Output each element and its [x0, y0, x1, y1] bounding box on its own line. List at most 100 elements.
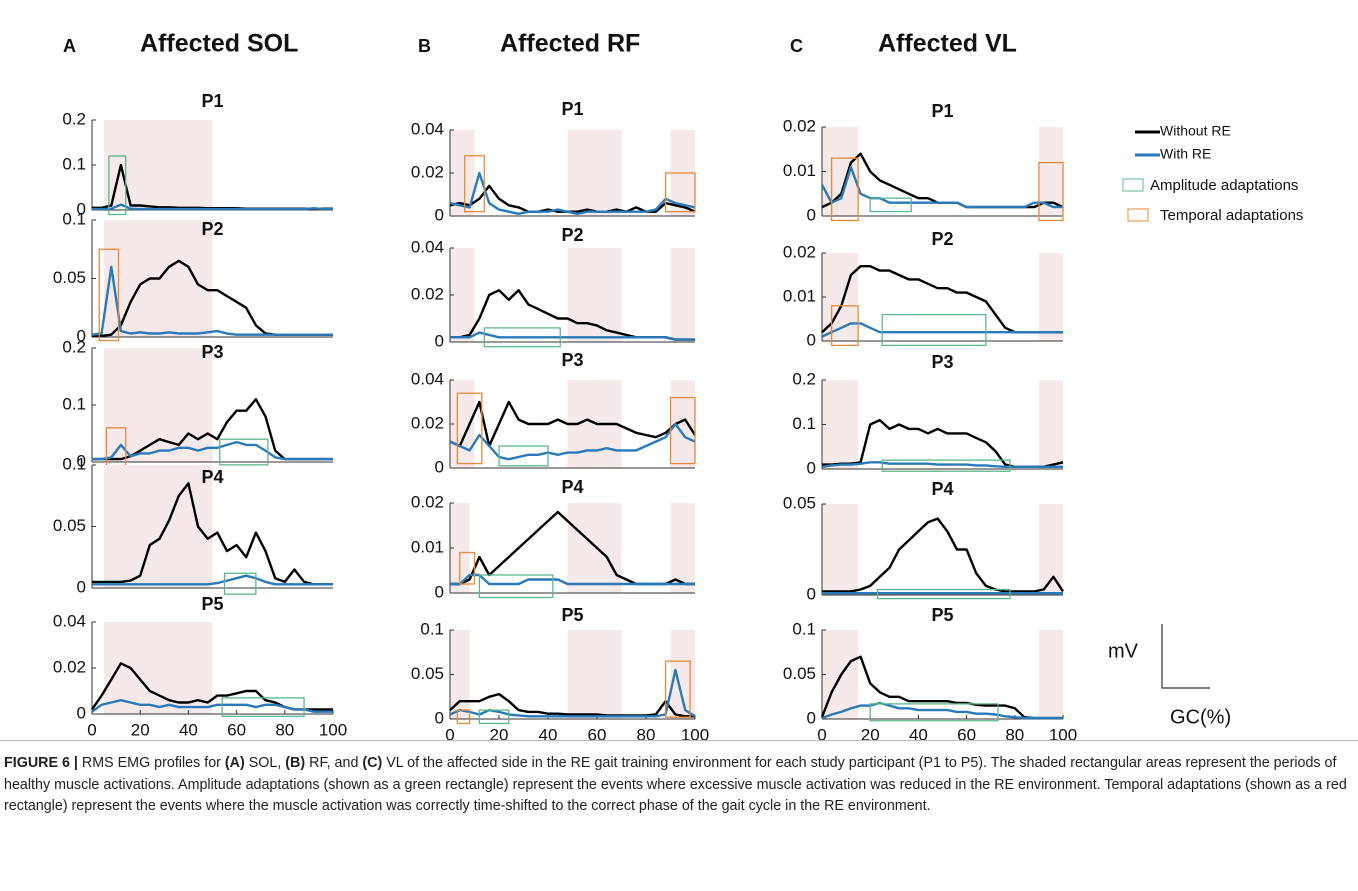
x-tick-label: 0: [817, 725, 826, 740]
healthy-period: [670, 248, 695, 342]
y-tick-label: 0.05: [783, 493, 816, 512]
y-tick-label: 0.04: [53, 611, 86, 630]
temporal-box: [664, 660, 691, 718]
series-line: [449, 171, 696, 215]
amplitude-box: [223, 572, 257, 595]
amplitude-box: [498, 445, 549, 467]
y-tick-label: 0.01: [783, 161, 816, 180]
subplot-title: P4: [201, 467, 223, 487]
x-tick-label: 100: [681, 725, 709, 740]
subplot-title: P1: [561, 99, 583, 119]
subplot-title: P2: [201, 219, 223, 239]
series-line: [91, 265, 333, 336]
legend-swatch: [1127, 208, 1149, 222]
healthy-period: [1038, 253, 1063, 341]
healthy-period: [450, 503, 470, 593]
temporal-box: [664, 172, 696, 213]
series-line: [91, 699, 333, 713]
y-tick-label: 0.1: [420, 619, 444, 638]
healthy-period: [450, 248, 475, 342]
caption: FIGURE 6 | RMS EMG profiles for (A) SOL,…: [0, 740, 1358, 891]
healthy-period: [822, 504, 859, 595]
scale-label: mV: [1108, 640, 1139, 662]
y-tick-label: 0.2: [62, 337, 86, 356]
subplot-title: P5: [931, 605, 953, 625]
x-tick-label: 0: [445, 725, 454, 740]
healthy-period: [104, 348, 213, 462]
temporal-box: [459, 551, 476, 585]
x-tick-label: 60: [588, 725, 607, 740]
caption-text: SOL,: [244, 755, 286, 771]
temporal-box: [830, 157, 859, 222]
y-tick-label: 0.1: [62, 454, 86, 473]
y-tick-label: 0.02: [783, 242, 816, 261]
y-tick-label: 0.02: [411, 413, 444, 432]
y-tick-label: 0.04: [411, 237, 444, 256]
legend-swatch: [1122, 178, 1144, 192]
amplitude-box: [483, 327, 561, 348]
series-line: [821, 701, 1063, 720]
x-tick-label: 80: [1005, 725, 1024, 740]
healthy-period: [822, 380, 859, 469]
healthy-period: [104, 622, 213, 714]
legend-label: Amplitude adaptations: [1150, 177, 1298, 194]
y-tick-label: 0.01: [411, 537, 444, 556]
y-tick-label: 0.02: [411, 284, 444, 303]
x-tick-label: 20: [861, 725, 880, 740]
legend-label: With RE: [1160, 146, 1211, 162]
y-tick-label: 0.05: [53, 268, 86, 287]
series-line: [92, 482, 333, 586]
y-tick-label: 0: [807, 330, 816, 349]
subplot-title: P5: [201, 594, 223, 614]
y-tick-label: 0: [807, 458, 816, 477]
series-line: [820, 655, 1063, 720]
amplitude-box: [869, 197, 912, 213]
y-tick-label: 0: [435, 582, 444, 601]
y-tick-label: 0: [77, 199, 86, 218]
healthy-period: [1038, 630, 1063, 719]
caption-label: FIGURE 6 |: [4, 755, 78, 771]
y-tick-label: 0.04: [411, 119, 444, 138]
caption-text: (A): [224, 755, 245, 771]
y-tick-label: 0.1: [62, 394, 86, 413]
caption-text: RMS EMG profiles for: [77, 755, 225, 771]
subplot-title: P3: [201, 342, 223, 362]
amplitude-box: [881, 459, 1011, 472]
subplot-title: P2: [561, 225, 583, 245]
y-tick-label: 0: [435, 457, 444, 476]
panel-title: Affected RF: [500, 30, 640, 58]
x-tick-label: 40: [179, 720, 198, 739]
caption-text: (C): [362, 755, 383, 771]
healthy-period: [1038, 127, 1063, 216]
series-line: [92, 440, 333, 461]
y-tick-label: 0.05: [783, 664, 816, 683]
y-tick-label: 0: [435, 708, 444, 727]
panel-title: Affected VL: [878, 30, 1017, 58]
x-tick-label: 0: [87, 720, 96, 739]
amplitude-box: [881, 313, 987, 347]
temporal-box: [830, 305, 859, 347]
x-tick-label: 40: [539, 725, 558, 740]
x-tick-label: 100: [1049, 725, 1077, 740]
subplot-title: P1: [201, 91, 223, 111]
panel-letter: A: [63, 36, 76, 56]
subplot-title: P2: [931, 229, 953, 249]
amplitude-box: [108, 155, 127, 216]
x-tick-label: 40: [909, 725, 928, 740]
y-tick-label: 0.02: [411, 162, 444, 181]
y-tick-label: 0.02: [53, 657, 86, 676]
healthy-period: [567, 630, 622, 719]
x-tick-label: 20: [490, 725, 509, 740]
amplitude-box: [869, 703, 999, 722]
panel-letter: B: [418, 36, 431, 56]
healthy-period: [104, 465, 213, 588]
y-tick-label: 0: [435, 205, 444, 224]
temporal-box: [456, 709, 471, 725]
y-tick-label: 0.2: [62, 109, 86, 128]
y-tick-label: 0: [77, 326, 86, 345]
series-line: [449, 400, 697, 448]
y-tick-label: 0.2: [792, 369, 816, 388]
scale-bar: [1161, 624, 1210, 689]
figure: A Affected SOL B Affected RF C Affected …: [53, 30, 1304, 740]
series-line: [821, 322, 1063, 338]
